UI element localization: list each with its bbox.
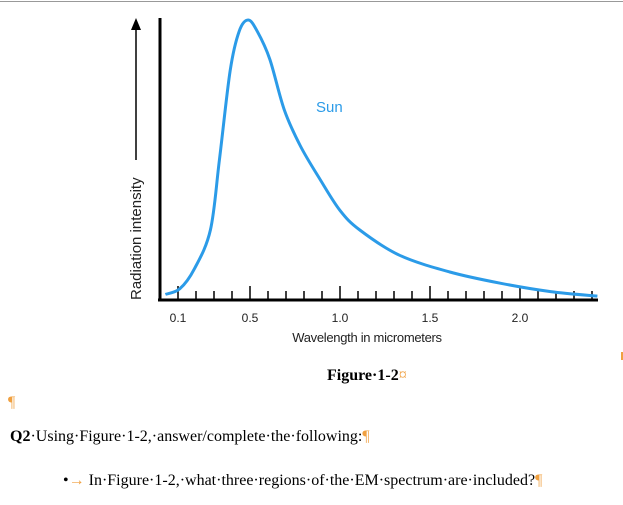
bullet-icon: • [63,472,69,489]
x-tick-label: 1.5 [422,311,439,325]
tab-arrow-icon: → [68,472,85,489]
bullet-text: In·Figure·1-2,·what·three·regions·of·the… [88,472,536,489]
caption-text: Figure·1-2 [327,367,399,384]
x-axis-label: Wavelength in micrometers [292,330,442,345]
cell-marker: ¤ [398,367,407,384]
x-tick-label: 1.0 [332,311,349,325]
sun-curve [164,18,598,298]
margin-marker [621,352,623,360]
bullet-item: •→ In·Figure·1-2,·what·three·regions·of·… [63,472,542,490]
question-q2: Q2·Using·Figure·1-2,·answer/complete·the… [10,428,370,446]
arrow-up-icon [131,18,141,30]
x-tick-label: 2.0 [512,311,529,325]
q2-text: ·Using·Figure·1-2,·answer/complete·the·f… [30,428,363,445]
y-axis-label: Radiation intensity [128,177,145,300]
paragraph-mark: ¶ [362,428,370,445]
paragraph-mark: ¶ [8,394,16,411]
solar-radiation-chart: Sun 0.1 0.5 1.0 1.5 2.0 Wavelength in microm… [128,18,598,345]
top-rule [0,1,623,2]
x-tick-label: 0.1 [170,311,187,325]
q2-label: Q2 [10,428,31,445]
figure-caption: Figure·1-2¤ [327,367,407,385]
x-tick-label: 0.5 [242,311,259,325]
paragraph-mark: ¶ [535,472,543,489]
series-label-sun: Sun [316,99,343,116]
